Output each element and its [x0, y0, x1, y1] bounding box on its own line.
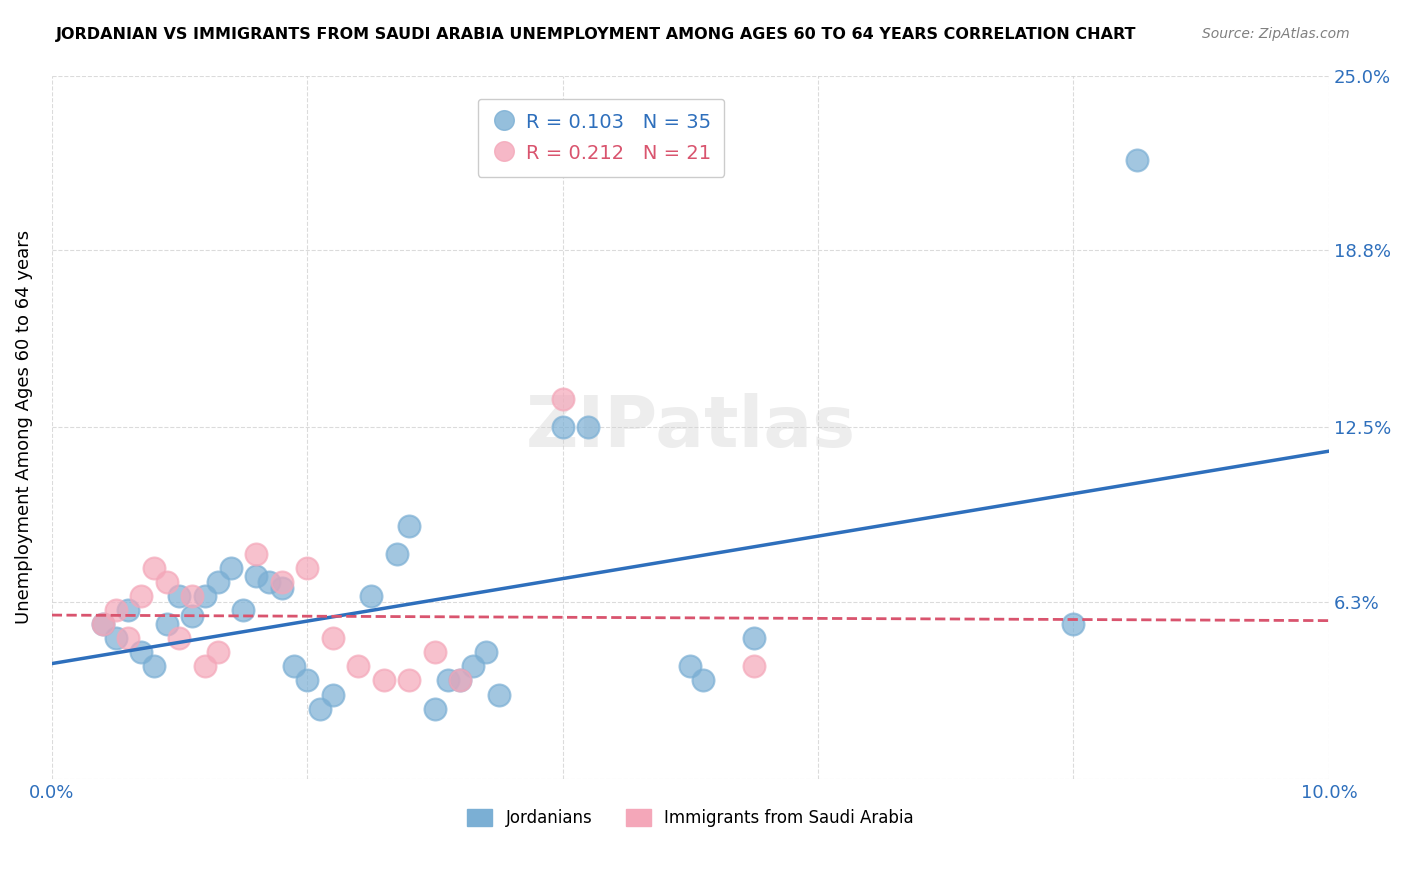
Text: ZIPatlas: ZIPatlas [526, 392, 855, 462]
Point [169, 589, 191, 603]
Point [181, 589, 204, 603]
Point [219, 561, 242, 575]
Point [181, 608, 204, 623]
Point [322, 688, 344, 702]
Point [436, 673, 458, 688]
Point [360, 589, 382, 603]
Point [142, 561, 165, 575]
Point [475, 645, 498, 659]
Point [488, 688, 510, 702]
Text: JORDANIAN VS IMMIGRANTS FROM SAUDI ARABIA UNEMPLOYMENT AMONG AGES 60 TO 64 YEARS: JORDANIAN VS IMMIGRANTS FROM SAUDI ARABI… [56, 27, 1136, 42]
Legend: Jordanians, Immigrants from Saudi Arabia: Jordanians, Immigrants from Saudi Arabia [461, 803, 920, 834]
Point [423, 645, 446, 659]
Point [270, 574, 292, 589]
Point [1062, 617, 1084, 632]
Point [91, 617, 114, 632]
Point [104, 632, 127, 646]
Point [576, 420, 599, 434]
Point [245, 547, 267, 561]
Y-axis label: Unemployment Among Ages 60 to 64 years: Unemployment Among Ages 60 to 64 years [15, 230, 32, 624]
Point [129, 645, 152, 659]
Point [449, 673, 471, 688]
Point [449, 673, 471, 688]
Point [270, 581, 292, 595]
Point [283, 659, 305, 673]
Point [373, 673, 395, 688]
Point [257, 574, 280, 589]
Point [169, 632, 191, 646]
Point [385, 547, 408, 561]
Point [129, 589, 152, 603]
Point [194, 659, 217, 673]
Point [156, 617, 179, 632]
Point [692, 673, 714, 688]
Point [551, 420, 574, 434]
Point [295, 673, 318, 688]
Point [104, 603, 127, 617]
Point [156, 574, 179, 589]
Point [679, 659, 702, 673]
Point [295, 561, 318, 575]
Point [1126, 153, 1149, 167]
Text: Source: ZipAtlas.com: Source: ZipAtlas.com [1202, 27, 1350, 41]
Point [194, 589, 217, 603]
Point [117, 603, 139, 617]
Point [232, 603, 254, 617]
Point [117, 632, 139, 646]
Point [463, 659, 485, 673]
Point [398, 518, 420, 533]
Point [742, 632, 765, 646]
Point [551, 392, 574, 406]
Point [423, 701, 446, 715]
Point [309, 701, 332, 715]
Point [207, 645, 229, 659]
Point [398, 673, 420, 688]
Point [245, 569, 267, 583]
Point [91, 617, 114, 632]
Point [207, 574, 229, 589]
Point [142, 659, 165, 673]
Point [742, 659, 765, 673]
Point [347, 659, 370, 673]
Point [322, 632, 344, 646]
